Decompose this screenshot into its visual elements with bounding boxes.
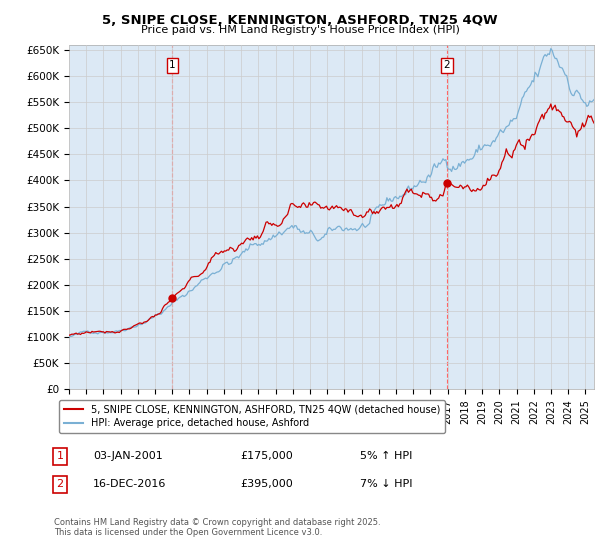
Text: 03-JAN-2001: 03-JAN-2001 (93, 451, 163, 461)
Text: Contains HM Land Registry data © Crown copyright and database right 2025.
This d: Contains HM Land Registry data © Crown c… (54, 518, 380, 538)
Text: 16-DEC-2016: 16-DEC-2016 (93, 479, 166, 489)
Text: 1: 1 (169, 60, 176, 71)
Text: Price paid vs. HM Land Registry's House Price Index (HPI): Price paid vs. HM Land Registry's House … (140, 25, 460, 35)
Text: 2: 2 (56, 479, 64, 489)
Text: £175,000: £175,000 (240, 451, 293, 461)
Text: 5% ↑ HPI: 5% ↑ HPI (360, 451, 412, 461)
Text: 1: 1 (56, 451, 64, 461)
Legend: 5, SNIPE CLOSE, KENNINGTON, ASHFORD, TN25 4QW (detached house), HPI: Average pri: 5, SNIPE CLOSE, KENNINGTON, ASHFORD, TN2… (59, 400, 445, 433)
Text: 7% ↓ HPI: 7% ↓ HPI (360, 479, 413, 489)
Text: 2: 2 (443, 60, 451, 71)
Text: 5, SNIPE CLOSE, KENNINGTON, ASHFORD, TN25 4QW: 5, SNIPE CLOSE, KENNINGTON, ASHFORD, TN2… (102, 14, 498, 27)
Text: £395,000: £395,000 (240, 479, 293, 489)
